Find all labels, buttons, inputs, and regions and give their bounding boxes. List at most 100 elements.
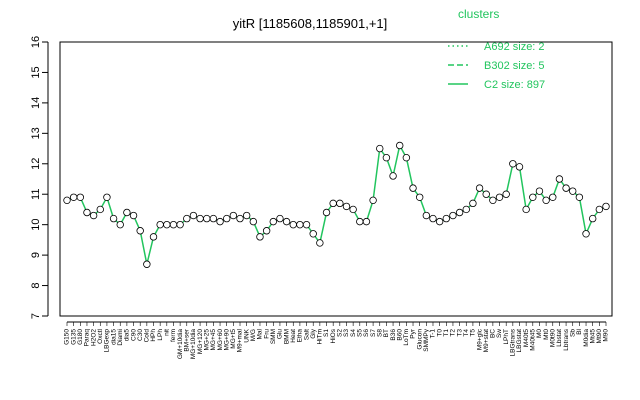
- x-tick-label: MG+10dia: [190, 329, 197, 360]
- x-tick-label: M/G: [250, 329, 257, 341]
- x-tick-label: M0dia: [583, 329, 590, 347]
- data-point: [595, 205, 604, 214]
- x-tick-label: C90: [130, 329, 137, 341]
- x-tick-label: Mt45: [589, 329, 596, 344]
- chart-title: yitR [1185608,1185901,+1]: [233, 16, 388, 31]
- x-tick-label: MG+25: [203, 329, 210, 351]
- data-point: [535, 187, 544, 195]
- x-tick-label: T1: [443, 329, 450, 337]
- x-tick-label: Bl: [576, 328, 583, 334]
- x-tick-label: Mal: [257, 328, 264, 339]
- x-tick-label: B60: [396, 329, 403, 341]
- data-point: [183, 214, 191, 223]
- x-tick-label: BC: [490, 329, 497, 338]
- data-point: [209, 214, 218, 223]
- y-tick-label: 8: [30, 282, 42, 288]
- data-point: [169, 220, 178, 229]
- x-tick-label: dia15: [110, 329, 117, 345]
- data-point: [329, 199, 337, 208]
- x-tick-label: G180: [77, 329, 84, 345]
- x-tick-label: T5: [470, 329, 477, 337]
- legend-title: clusters: [458, 7, 499, 21]
- data-point: [176, 220, 184, 229]
- x-tick-label: M0t90: [549, 329, 556, 347]
- x-tick-label: B36: [390, 329, 397, 341]
- data-point: [495, 193, 504, 201]
- x-tick-label: Paraq: [84, 329, 91, 347]
- data-point: [455, 208, 464, 217]
- data-point: [569, 187, 577, 195]
- x-tick-label: MG+60: [217, 329, 224, 351]
- x-tick-label: T4: [463, 329, 470, 337]
- data-point: [382, 153, 391, 162]
- x-tick-label: C30: [137, 329, 144, 341]
- data-point: [143, 260, 151, 268]
- data-point: [542, 196, 550, 205]
- data-point: [89, 211, 98, 220]
- data-point: [442, 214, 450, 223]
- x-tick-label: Lbtrans: [563, 328, 570, 350]
- data-point: [236, 214, 244, 223]
- data-point: [69, 193, 78, 201]
- data-point: [289, 220, 297, 229]
- data-point: [276, 214, 284, 223]
- x-tick-label: S2: [337, 329, 344, 337]
- data-point: [269, 217, 277, 226]
- data-point: [249, 217, 258, 226]
- data-point: [342, 202, 351, 211]
- data-point: [588, 214, 597, 223]
- data-point: [435, 217, 444, 226]
- x-tick-label: S5: [357, 329, 364, 337]
- x-tick-label: S8: [376, 329, 383, 337]
- x-tick-label: S6: [363, 329, 370, 337]
- data-point: [482, 190, 490, 198]
- x-tick-label: Glucon: [416, 329, 423, 350]
- data-point: [316, 239, 324, 247]
- x-tick-label: BT: [383, 329, 390, 337]
- data-point: [422, 211, 431, 220]
- data-point: [389, 172, 397, 180]
- data-point: [376, 144, 384, 153]
- x-tick-label: T3: [456, 329, 463, 337]
- data-point: [502, 190, 510, 198]
- y-tick-label: 15: [30, 66, 42, 78]
- y-tick-label: 7: [30, 313, 42, 319]
- legend: clusters A692 size: 2 B302 size: 5 C2 si…: [448, 7, 545, 91]
- data-point: [562, 184, 570, 192]
- x-tick-label: M90: [603, 329, 610, 342]
- data-point: [555, 175, 564, 183]
- x-tick-label: MG+120: [197, 329, 204, 354]
- x-tick-label: G135: [70, 329, 77, 345]
- x-tick-label: Pyr: [410, 328, 417, 339]
- data-point: [356, 217, 364, 226]
- y-tick-label: 16: [30, 36, 42, 48]
- x-tick-label: LPhT: [503, 329, 510, 345]
- data-point: [362, 217, 371, 226]
- x-tick-label: Mt90: [596, 329, 603, 344]
- data-point: [336, 199, 344, 208]
- data-point: [489, 196, 497, 205]
- x-tick-label: Heat: [290, 329, 297, 343]
- x-tick-label: HiTm: [317, 329, 324, 345]
- x-tick-label: H2O2: [90, 329, 97, 346]
- data-point: [322, 208, 331, 217]
- data-point: [216, 217, 224, 226]
- data-point: [302, 220, 311, 229]
- legend-item-a692: A692 size: 2: [484, 41, 545, 53]
- data-point: [63, 196, 71, 205]
- data-point: [109, 214, 118, 223]
- x-tick-label: LoTm: [403, 329, 410, 346]
- data-point: [96, 205, 104, 214]
- data-point: [203, 214, 211, 223]
- x-tick-label: Etha: [297, 329, 304, 343]
- data-point: [602, 202, 610, 211]
- x-tick-label: Cold: [144, 329, 151, 343]
- x-tick-label: S7: [370, 329, 377, 337]
- data-point: [349, 205, 357, 214]
- x-tick-label: HiOs: [330, 328, 337, 343]
- x-tick-label: Gly: [310, 328, 317, 339]
- data-point: [76, 193, 85, 201]
- x-tick-label: GM+10dia: [177, 329, 184, 360]
- data-point: [309, 230, 317, 238]
- x-tick-label: LBGstat: [516, 329, 523, 353]
